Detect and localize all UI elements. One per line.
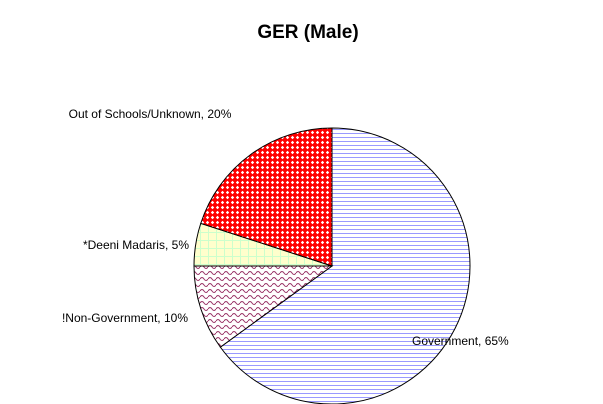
data-label: *Deeni Madaris, 5%: [82, 238, 189, 252]
pie-slice: [200, 127, 333, 267]
data-label: Out of Schools/Unknown, 20%: [68, 107, 232, 121]
pie-slice: [193, 265, 334, 348]
pie-slice: [219, 127, 471, 404]
data-label: Government, 65%: [412, 334, 509, 348]
chart-title: GER (Male): [257, 22, 358, 43]
data-label: !Non-Government, 10%: [61, 311, 188, 325]
